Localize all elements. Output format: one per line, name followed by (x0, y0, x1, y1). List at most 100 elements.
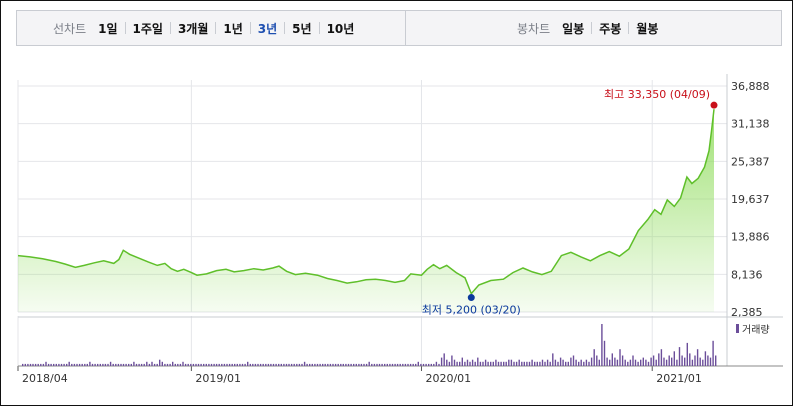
volume-bar (541, 359, 544, 366)
volume-bar (495, 359, 497, 366)
volume-bar (298, 363, 301, 366)
volume-bar (58, 363, 60, 366)
volume-bar (73, 363, 76, 366)
volume-bar (265, 363, 267, 366)
volume-bar (29, 363, 32, 366)
volume-bar (433, 363, 435, 366)
tab-separator (249, 22, 251, 34)
volume-bar (497, 361, 500, 366)
volume-bar (704, 351, 707, 366)
volume-bar (515, 361, 518, 366)
volume-bar (342, 363, 344, 366)
volume-bar (621, 355, 624, 366)
volume-bar (172, 361, 174, 366)
volume-bar (456, 361, 458, 366)
period-tab-1y[interactable]: 1년 (223, 21, 243, 36)
volume-bar (257, 363, 259, 366)
volume-bar (215, 363, 218, 366)
volume-bar (606, 357, 608, 366)
period-tab-3y[interactable]: 3년 (257, 21, 278, 36)
volume-bar (404, 363, 407, 366)
volume-bar (322, 363, 324, 366)
volume-bar (611, 353, 613, 366)
volume-bar (109, 361, 112, 366)
volume-bar (208, 363, 210, 366)
volume-bar (490, 361, 492, 366)
volume-bar (391, 363, 394, 366)
toolbar-divider (405, 11, 406, 45)
volume-bar (363, 363, 365, 366)
volume-bar (652, 355, 655, 366)
volume-bar (327, 363, 329, 366)
volume-bar (694, 355, 696, 366)
volume-bar (624, 359, 626, 366)
volume-bar (97, 363, 99, 366)
volume-bar (254, 363, 257, 366)
volume-bar (425, 363, 427, 366)
volume-bar (482, 361, 484, 366)
volume-bar (712, 340, 714, 366)
volume-bar (557, 361, 559, 366)
candle-tab-daily[interactable]: 일봉 (562, 21, 585, 36)
chart-type-toolbar: 선차트 1일 1주일 3개월 1년 3년 5년 10년 봉차트 일봉 주봉 월봉 (16, 10, 782, 46)
candle-chart-tabs: 봉차트 일봉 주봉 월봉 (517, 11, 658, 45)
volume-bar (247, 361, 249, 366)
volume-bar (228, 363, 231, 366)
period-tab-3m[interactable]: 3개월 (177, 21, 209, 36)
candle-tab-monthly[interactable]: 월봉 (636, 21, 659, 36)
volume-bar (647, 361, 650, 366)
volume-bar (311, 363, 313, 366)
volume-bar (290, 363, 293, 366)
volume-bar (125, 363, 127, 366)
candle-tab-weekly[interactable]: 주봉 (599, 21, 622, 36)
volume-bar (526, 361, 528, 366)
volume-bar (34, 363, 37, 366)
volume-bar (407, 363, 409, 366)
volume-bar (417, 361, 419, 366)
volume-bar (340, 363, 342, 366)
volume-bar (443, 353, 445, 366)
volume-bar (278, 363, 280, 366)
period-tab-1w[interactable]: 1주일 (132, 21, 163, 36)
volume-bar (102, 363, 104, 366)
volume-bar (505, 361, 507, 366)
volume-bar (45, 361, 47, 366)
volume-bar (673, 351, 675, 366)
period-tab-10y[interactable]: 10년 (326, 21, 355, 36)
volume-bar (288, 363, 290, 366)
volume-bar (689, 353, 691, 366)
volume-bar (55, 363, 57, 366)
volume-bar (296, 363, 298, 366)
volume-bar (104, 363, 107, 366)
volume-bar (435, 361, 438, 366)
volume-bar (534, 361, 536, 366)
volume-bar (575, 359, 577, 366)
volume-bar (350, 363, 352, 366)
volume-bar (544, 361, 546, 366)
volume-bar (303, 361, 306, 366)
period-tab-1d[interactable]: 1일 (98, 21, 118, 36)
volume-bar (91, 363, 94, 366)
min-point-marker (467, 294, 475, 302)
volume-bar (221, 363, 223, 366)
volume-bar (32, 363, 34, 366)
volume-bar (66, 363, 68, 366)
volume-bar (190, 363, 192, 366)
volume-bar (500, 361, 502, 366)
volume-bar (508, 359, 510, 366)
volume-bar (593, 349, 595, 366)
y-tick-label: 36,888 (731, 80, 770, 93)
volume-bar (107, 363, 109, 366)
volume-bar (668, 355, 670, 366)
volume-bar (466, 359, 469, 366)
volume-bar (634, 359, 637, 366)
period-tab-5y[interactable]: 5년 (292, 21, 312, 36)
volume-bar (40, 363, 42, 366)
volume-bar (655, 359, 657, 366)
volume-bar (459, 361, 461, 366)
volume-bar (213, 363, 215, 366)
volume-bar (280, 363, 282, 366)
volume-bar (337, 363, 339, 366)
volume-bar (428, 363, 430, 366)
volume-bar (378, 363, 381, 366)
